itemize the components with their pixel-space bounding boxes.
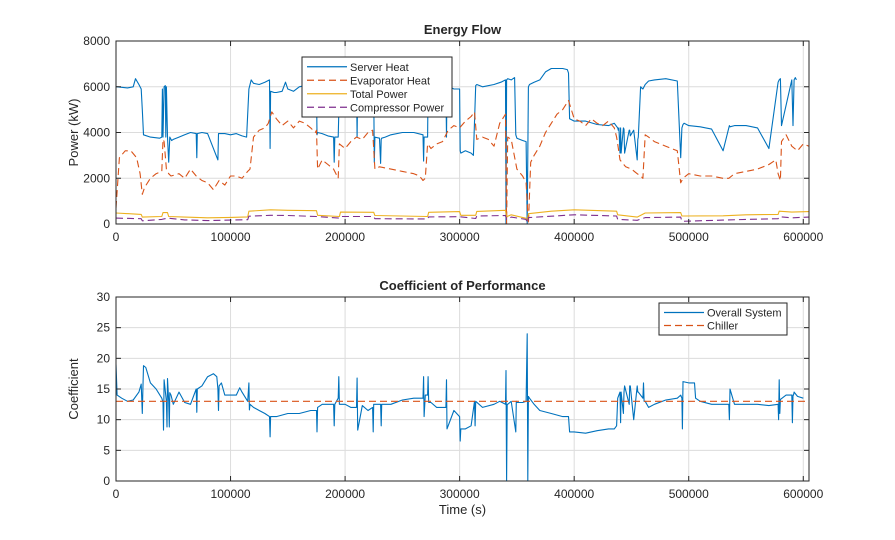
series-line-evaporator-heat bbox=[116, 99, 809, 224]
series-group bbox=[116, 333, 809, 481]
legend-label: Compressor Power bbox=[350, 102, 444, 114]
chart-title: Energy Flow bbox=[424, 22, 502, 37]
x-tick-label: 0 bbox=[113, 487, 120, 501]
series-line-compressor-power bbox=[116, 214, 809, 224]
x-tick-label: 0 bbox=[113, 230, 120, 244]
x-tick-label: 400000 bbox=[554, 230, 594, 244]
series-line-total-power bbox=[116, 209, 809, 221]
x-tick-label: 200000 bbox=[325, 230, 365, 244]
series-group bbox=[116, 67, 809, 224]
x-tick-label: 300000 bbox=[440, 230, 480, 244]
legend-label: Evaporator Heat bbox=[350, 75, 430, 87]
legend-label: Server Heat bbox=[350, 62, 409, 74]
series-line-overall-system bbox=[116, 333, 804, 481]
y-tick-label: 6000 bbox=[83, 80, 110, 94]
y-tick-label: 8000 bbox=[83, 34, 110, 48]
y-tick-label: 0 bbox=[103, 217, 110, 231]
y-tick-label: 15 bbox=[97, 382, 111, 396]
x-tick-label: 100000 bbox=[211, 230, 251, 244]
y-tick-label: 10 bbox=[97, 413, 111, 427]
y-tick-label: 2000 bbox=[83, 171, 110, 185]
y-tick-label: 30 bbox=[97, 290, 111, 304]
subplot-1: 0 100000 200000 300000 400000 500000 600000 0 20… bbox=[66, 22, 824, 244]
y-tick-label: 4000 bbox=[83, 126, 110, 140]
x-axis-label: Time (s) bbox=[439, 502, 486, 517]
y-tick-label: 25 bbox=[97, 321, 111, 335]
legend-box bbox=[658, 302, 788, 336]
x-tick-label: 500000 bbox=[669, 230, 709, 244]
x-tick-label: 200000 bbox=[325, 487, 365, 501]
y-tick-label: 5 bbox=[103, 443, 110, 457]
x-tick-label: 500000 bbox=[669, 487, 709, 501]
y-axis-label: Coefficient bbox=[66, 358, 81, 420]
y-tick-label: 0 bbox=[103, 474, 110, 488]
series-line-server-heat bbox=[116, 67, 797, 224]
x-tick-label: 600000 bbox=[783, 487, 823, 501]
legend-label: Overall System bbox=[707, 308, 782, 320]
subplot-2: 0 100000 200000 300000 400000 500000 600000 0 5 1… bbox=[66, 278, 824, 517]
x-tick-label: 300000 bbox=[440, 487, 480, 501]
chart-title: Coefficient of Performance bbox=[379, 278, 545, 293]
y-tick-label: 20 bbox=[97, 351, 111, 365]
legend-label: Chiller bbox=[707, 321, 739, 333]
y-axis-label: Power (kW) bbox=[66, 99, 81, 167]
x-tick-label: 100000 bbox=[211, 487, 251, 501]
x-tick-label: 400000 bbox=[554, 487, 594, 501]
x-tick-label: 600000 bbox=[783, 230, 823, 244]
legend-label: Total Power bbox=[350, 89, 408, 101]
